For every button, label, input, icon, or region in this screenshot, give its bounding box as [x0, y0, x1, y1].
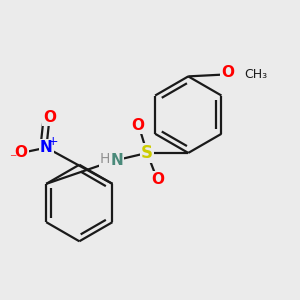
- Text: N: N: [40, 140, 53, 155]
- Text: S: S: [141, 144, 153, 162]
- Text: O: O: [151, 172, 164, 187]
- Text: O: O: [221, 65, 235, 80]
- Text: +: +: [47, 135, 58, 148]
- Text: N: N: [110, 153, 123, 168]
- Text: O: O: [132, 118, 145, 133]
- Text: CH₃: CH₃: [244, 68, 267, 81]
- Text: O: O: [43, 110, 56, 124]
- Text: ⁻: ⁻: [9, 152, 16, 167]
- Text: H: H: [100, 152, 110, 167]
- Text: O: O: [14, 146, 28, 160]
